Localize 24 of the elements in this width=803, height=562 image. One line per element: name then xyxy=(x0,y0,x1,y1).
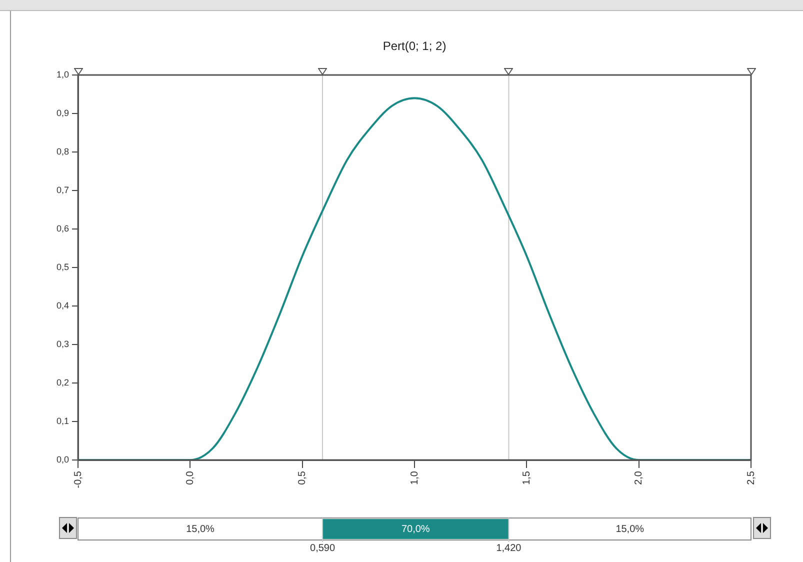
text: 70,0% xyxy=(401,524,430,535)
y-tick-label: 0,5 xyxy=(56,262,69,272)
y-tick-label: 0,9 xyxy=(56,108,69,118)
y-tick-label: 0,8 xyxy=(56,146,69,156)
x-tick-label: 1,0 xyxy=(409,470,420,485)
y-tick-label: 1,0 xyxy=(56,69,69,80)
text: 15,0% xyxy=(616,524,644,535)
x-tick-label: -0,5 xyxy=(72,470,84,488)
chart-title: Pert(0; 1; 2) xyxy=(382,39,446,53)
x-tick-label: 2,0 xyxy=(634,470,645,485)
y-tick-label: 0,3 xyxy=(56,338,69,349)
text: 0,590 xyxy=(310,542,336,554)
text: 15,0% xyxy=(186,524,215,535)
y-tick-label: 0,0 xyxy=(56,454,69,464)
x-tick-label: 0,5 xyxy=(297,470,308,485)
x-tick-label: 1,5 xyxy=(521,470,532,485)
y-tick-label: 0,1 xyxy=(56,416,69,426)
y-tick-label: 0,6 xyxy=(56,223,69,234)
y-tick-label: 0,4 xyxy=(56,300,69,310)
y-tick-label: 0,7 xyxy=(56,184,69,195)
text: 1,420 xyxy=(496,542,522,554)
x-tick-label: 0,0 xyxy=(184,470,196,485)
x-tick-label: 2,5 xyxy=(746,470,757,485)
y-tick-label: 0,2 xyxy=(56,377,69,388)
